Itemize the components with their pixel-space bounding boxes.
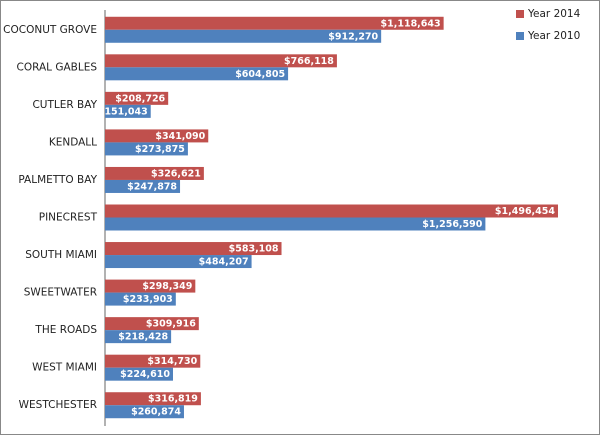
value-label: $1,256,590 (422, 219, 482, 230)
value-label: $604,805 (235, 69, 285, 80)
value-label: $273,875 (135, 144, 185, 155)
bar (105, 292, 176, 306)
bar (105, 16, 444, 30)
bar (105, 204, 558, 218)
bar (105, 242, 282, 256)
bar (105, 367, 173, 381)
bar (105, 330, 172, 344)
value-label: $309,916 (146, 319, 196, 330)
category-label: WEST MIAMI (32, 362, 97, 374)
category-label: PALMETTO BAY (18, 174, 97, 186)
bar (105, 91, 169, 105)
bar (105, 217, 486, 231)
bar (105, 179, 181, 193)
category-label: CORAL GABLES (16, 61, 97, 73)
legend-swatch (516, 32, 524, 40)
value-label: $341,090 (155, 131, 205, 142)
category-label: SOUTH MIAMI (25, 249, 97, 261)
bar (105, 279, 196, 293)
value-label: $233,903 (123, 294, 173, 305)
bar (105, 405, 184, 419)
category-label: COCONUT GROVE (3, 24, 97, 36)
bar (105, 392, 201, 406)
category-label: SWEETWATER (24, 287, 97, 299)
category-label: KENDALL (49, 136, 97, 148)
value-label: $247,878 (127, 181, 177, 192)
value-label: $298,349 (142, 281, 192, 292)
value-label: $218,428 (118, 332, 168, 343)
bar (105, 142, 188, 156)
bar (105, 104, 151, 118)
value-label: $151,043 (98, 106, 148, 117)
value-label: $316,819 (148, 394, 198, 405)
value-label: $314,730 (147, 356, 197, 367)
value-label: $766,118 (284, 56, 334, 67)
legend-label: Year 2014 (527, 8, 581, 20)
value-label: $484,207 (199, 257, 249, 268)
category-label: THE ROADS (34, 324, 97, 336)
value-label: $326,621 (151, 168, 201, 179)
category-label: CUTLER BAY (32, 99, 97, 111)
value-label: $1,496,454 (495, 206, 555, 217)
bar (105, 29, 382, 43)
bar (105, 54, 337, 68)
value-label: $224,610 (120, 369, 170, 380)
value-label: $912,270 (328, 31, 378, 42)
legend-label: Year 2010 (527, 30, 580, 42)
bar (105, 354, 201, 368)
legend-swatch (516, 10, 524, 18)
value-label: $260,874 (131, 407, 181, 418)
category-label: WESTCHESTER (19, 399, 97, 411)
bar (105, 317, 199, 331)
bar (105, 67, 289, 81)
category-label: PINECREST (39, 212, 98, 224)
bar (105, 255, 252, 269)
bar (105, 166, 204, 180)
value-label: $208,726 (115, 93, 165, 104)
value-label: $583,108 (229, 244, 279, 255)
value-label: $1,118,643 (381, 18, 441, 29)
bar (105, 129, 209, 143)
